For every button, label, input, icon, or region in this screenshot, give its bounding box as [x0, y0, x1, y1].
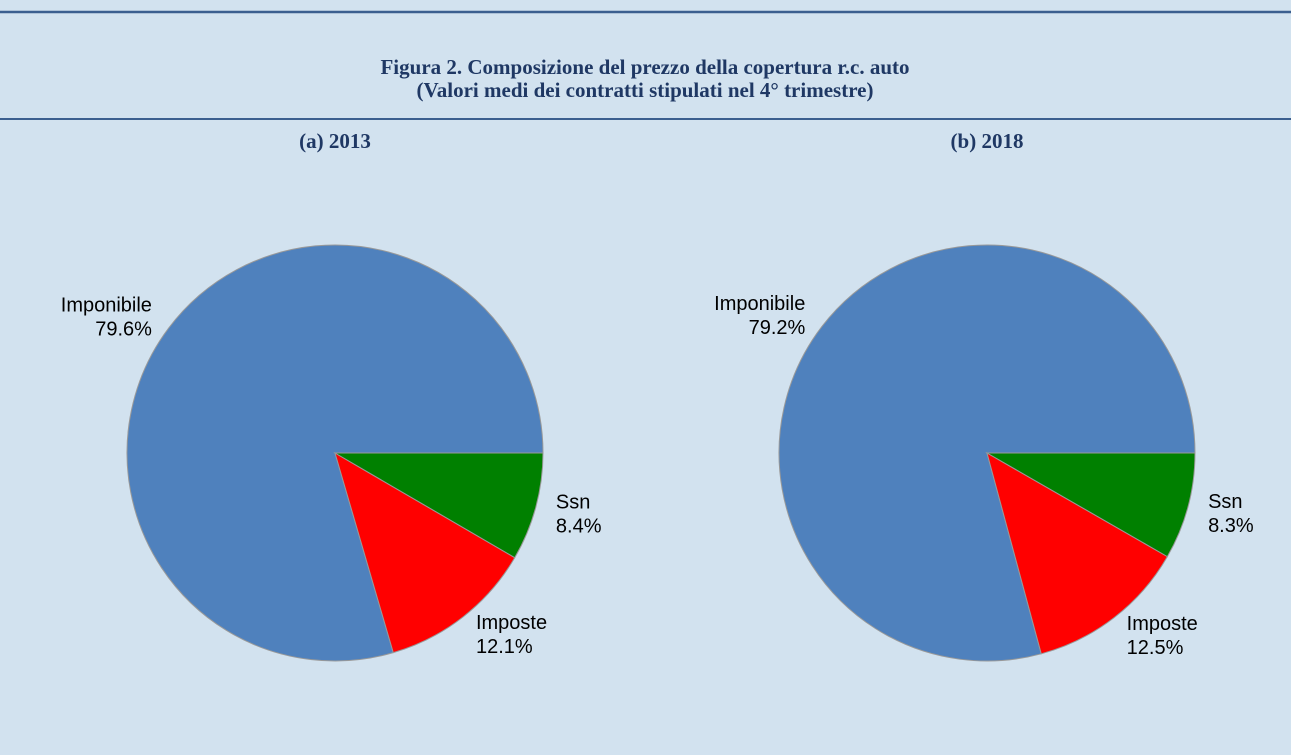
slice-label-value: 12.5%	[1127, 637, 1184, 659]
figure-title: Figura 2. Composizione del prezzo della …	[380, 55, 909, 79]
slice-label-name: Ssn	[556, 492, 590, 514]
slice-label: Imposte 12.5%	[1127, 613, 1198, 659]
slice-label-name: Ssn	[1208, 491, 1242, 513]
slice-label-name: Imposte	[1127, 613, 1198, 635]
chart-title: (a) 2013	[299, 129, 371, 153]
slice-label-value: 79.6%	[95, 319, 152, 341]
slice-label: Imponibile 79.2%	[714, 293, 805, 339]
slice-label-name: Imponibile	[714, 293, 805, 315]
slice-label: Ssn 8.3%	[1208, 491, 1254, 537]
slice-label: Imposte 12.1%	[476, 612, 547, 658]
pie-slice	[986, 451, 1169, 655]
slice-label-name: Imponibile	[61, 295, 152, 317]
slice-label-value: 79.2%	[749, 317, 806, 339]
slice-label-name: Imposte	[476, 612, 547, 634]
figure-subtitle: (Valori medi dei contratti stipulati nel…	[417, 78, 874, 102]
pie-slice	[333, 452, 544, 559]
slice-label-value: 8.4%	[556, 516, 602, 538]
pie-slice	[126, 244, 544, 662]
slice-label-value: 8.3%	[1208, 515, 1254, 537]
chart-title: (b) 2018	[951, 129, 1024, 153]
slice-label-value: 12.1%	[476, 636, 533, 658]
slice-label: Ssn 8.4%	[556, 492, 602, 538]
slice-label: Imponibile 79.6%	[61, 295, 152, 341]
pie-slice	[334, 451, 516, 654]
pie-slice	[985, 452, 1196, 558]
